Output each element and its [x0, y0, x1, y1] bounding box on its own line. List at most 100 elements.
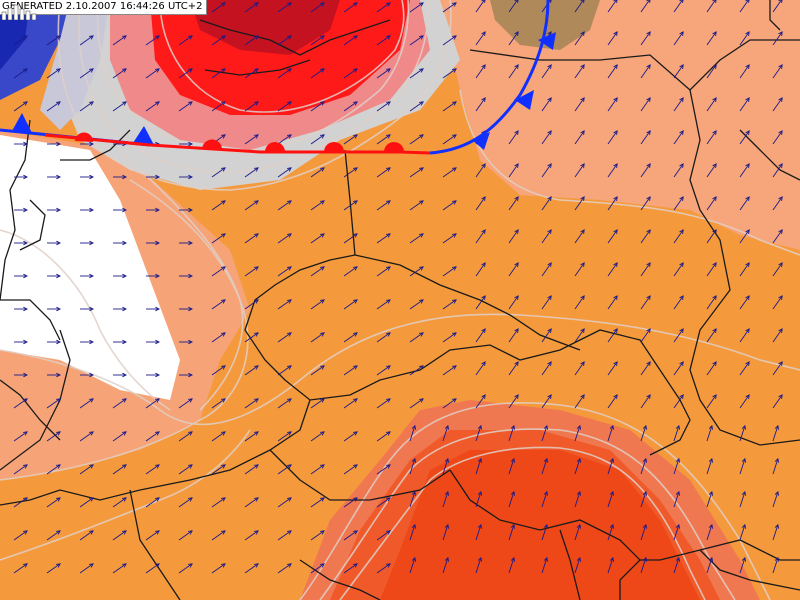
- wind-arrow: [541, 97, 552, 112]
- border-line: [689, 89, 800, 446]
- wind-arrow-head: [320, 35, 325, 40]
- wind-arrow: [145, 68, 160, 79]
- contour-line: [0, 179, 249, 481]
- wind-arrow: [607, 458, 614, 475]
- west-white-region: [0, 135, 180, 400]
- wind-arrow: [310, 2, 325, 13]
- wind-arrow-head: [452, 35, 457, 40]
- bars-legend-icon[interactable]: [0, 0, 40, 20]
- wind-arrow-head: [510, 457, 516, 463]
- wind-arrow: [772, 491, 779, 508]
- wind-arrow: [244, 563, 259, 574]
- wind-arrow: [673, 458, 680, 475]
- wind-arrow: [310, 332, 325, 343]
- wind-arrow: [475, 163, 486, 178]
- wind-arrow: [409, 524, 416, 541]
- wind-arrow-head: [287, 266, 292, 271]
- wind-arrow: [673, 557, 680, 574]
- wind-arrow-head: [221, 464, 226, 469]
- wind-arrow-head: [741, 523, 747, 529]
- wind-arrow: [574, 491, 581, 508]
- wind-arrow-head: [221, 35, 226, 40]
- border-line: [649, 369, 691, 456]
- contour-line: [319, 428, 736, 600]
- wind-arrow: [79, 35, 94, 46]
- warm-front-semicircle: [75, 132, 94, 142]
- wind-arrow-head: [514, 196, 519, 201]
- wind-arrow: [244, 233, 259, 244]
- wind-arrow-field: [13, 0, 783, 574]
- wind-arrow-head: [481, 229, 486, 234]
- wind-arrow-head: [89, 207, 95, 213]
- wind-arrow: [145, 398, 160, 409]
- wind-arrow: [640, 328, 651, 343]
- wind-arrow-head: [576, 424, 582, 430]
- wind-arrow-head: [741, 556, 747, 562]
- wind-arrow: [706, 163, 717, 178]
- wind-arrow: [607, 64, 618, 79]
- wind-arrow: [211, 167, 226, 178]
- wind-arrow: [640, 130, 651, 145]
- wind-arrow-head: [320, 167, 325, 172]
- wind-arrow: [46, 563, 61, 574]
- wind-arrow-head: [646, 295, 651, 300]
- wind-arrow-head: [188, 372, 194, 378]
- wind-arrow-head: [452, 134, 457, 139]
- wind-arrow-head: [155, 530, 160, 535]
- wind-arrow-head: [122, 240, 128, 246]
- wind-arrow-head: [580, 361, 585, 366]
- wind-arrow: [772, 361, 783, 376]
- wind-arrow: [46, 398, 61, 409]
- wind-arrow: [772, 262, 783, 277]
- wind-arrow: [376, 398, 391, 409]
- wind-arrow: [46, 530, 61, 541]
- wind-arrow: [244, 365, 259, 376]
- wind-arrow: [574, 31, 585, 46]
- wind-arrow: [607, 196, 618, 211]
- wind-arrow: [310, 365, 325, 376]
- wind-arrow: [244, 68, 259, 79]
- wind-arrow: [772, 458, 779, 475]
- wind-arrow: [541, 328, 552, 343]
- wind-arrow: [13, 398, 28, 409]
- wind-arrow-head: [481, 163, 486, 168]
- wind-arrow: [376, 365, 391, 376]
- wind-arrow-head: [580, 31, 585, 36]
- wind-arrow: [376, 563, 391, 574]
- wind-arrow: [409, 200, 424, 211]
- wind-arrow-head: [122, 306, 128, 312]
- wind-arrow-head: [188, 431, 193, 436]
- wind-arrow: [706, 130, 717, 145]
- wind-arrow: [409, 2, 424, 13]
- wind-arrow: [343, 464, 358, 475]
- border-line: [129, 489, 181, 600]
- wind-arrow-head: [576, 490, 582, 496]
- wind-arrow: [310, 431, 325, 442]
- wind-arrow: [706, 425, 713, 442]
- wind-arrow: [310, 101, 325, 112]
- wind-arrow: [541, 361, 552, 376]
- wind-arrow-head: [320, 68, 325, 73]
- wind-arrow-head: [679, 163, 684, 168]
- wind-arrow-head: [320, 530, 325, 535]
- wind-arrow-head: [778, 229, 783, 234]
- wind-arrow: [343, 167, 358, 178]
- wind-arrow-head: [122, 464, 127, 469]
- border-line: [204, 59, 311, 76]
- wind-arrow: [640, 394, 651, 409]
- wind-arrow-head: [745, 31, 750, 36]
- wind-arrow-head: [679, 130, 684, 135]
- wind-arrow-head: [481, 196, 486, 201]
- wind-arrow: [244, 134, 259, 145]
- wind-arrow: [343, 398, 358, 409]
- wind-arrow: [706, 458, 713, 475]
- wind-arrow: [112, 431, 127, 442]
- wind-arrow: [277, 134, 292, 145]
- wind-arrow: [409, 557, 416, 574]
- wind-arrow: [607, 163, 618, 178]
- wind-arrow-head: [287, 365, 292, 370]
- wind-arrow-head: [580, 229, 585, 234]
- wind-arrow: [739, 196, 750, 211]
- wind-arrow: [376, 35, 391, 46]
- wind-arrow-head: [444, 523, 450, 529]
